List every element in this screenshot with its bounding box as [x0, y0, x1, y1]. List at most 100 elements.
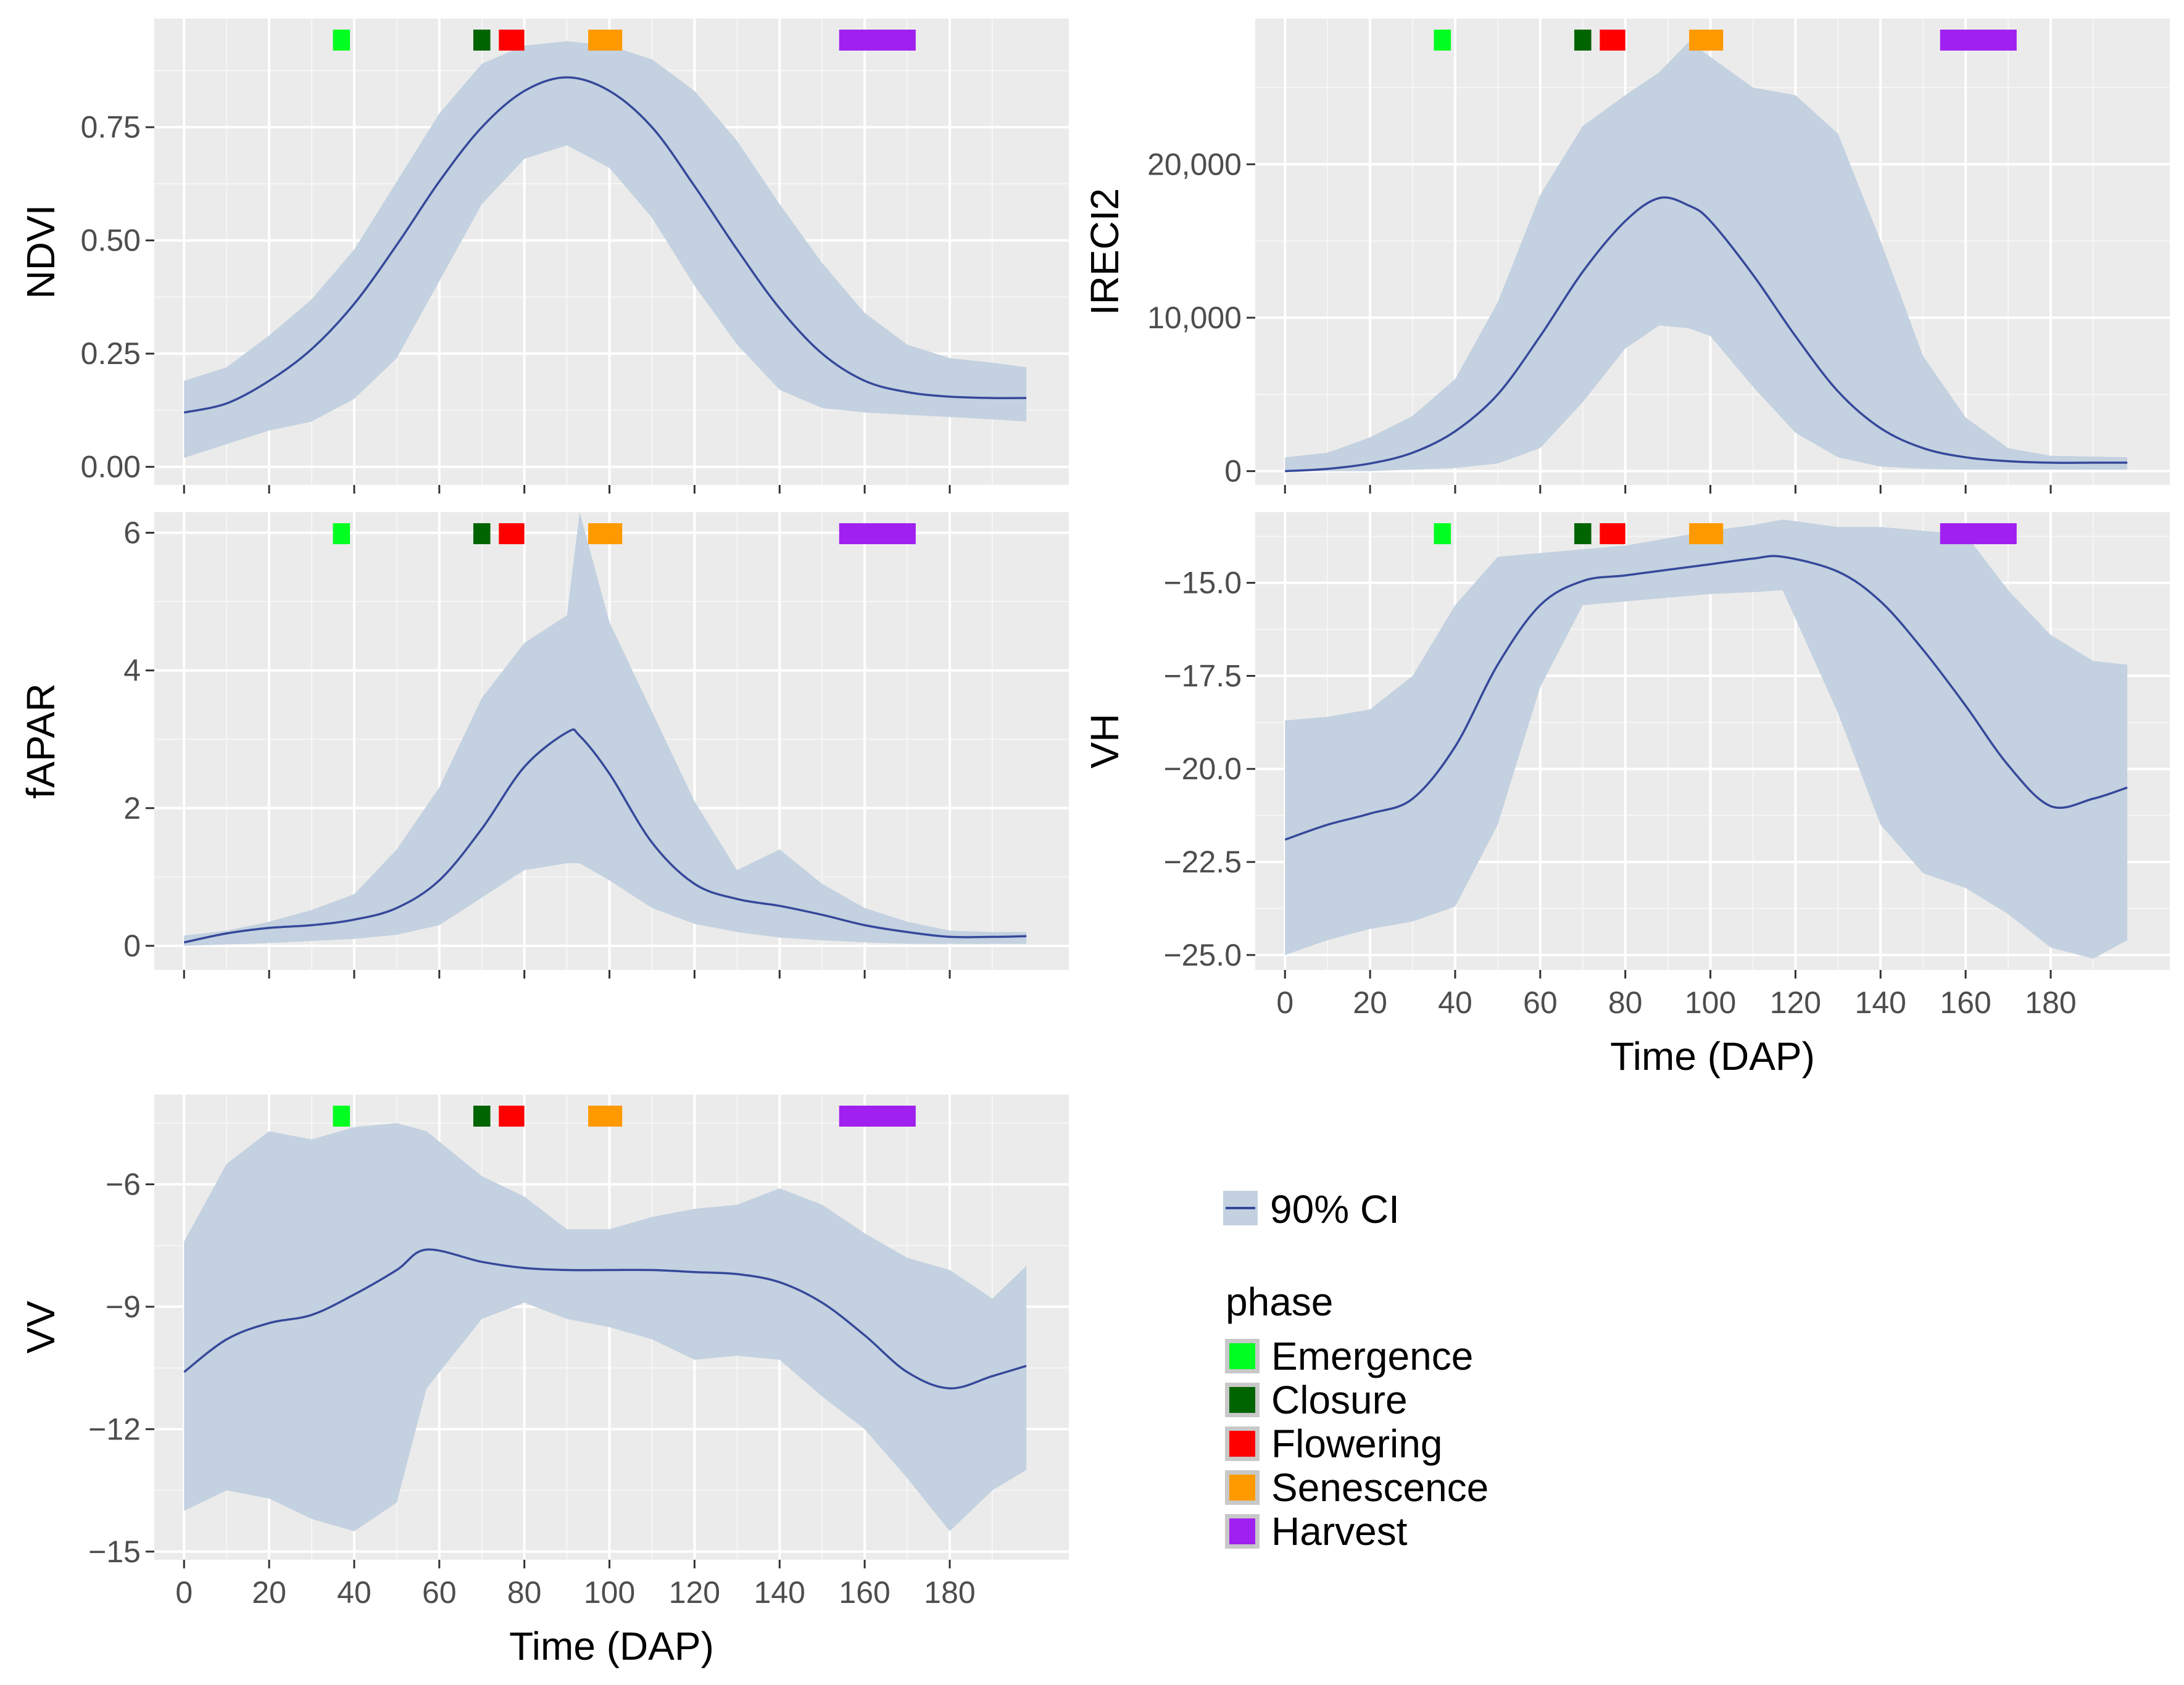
y-tick-label: −25.0	[1163, 938, 1242, 972]
phase-marker-harvest	[839, 1106, 916, 1127]
legend: 90% CI phase Emergence Closure Flowering…	[1223, 1187, 1489, 1554]
phase-marker-senescence	[1689, 30, 1724, 51]
x-tick-label: 180	[2025, 985, 2076, 1020]
phase-marker-senescence	[588, 1106, 623, 1127]
phase-marker-emergence	[333, 30, 351, 51]
phase-marker-closure	[1574, 523, 1592, 544]
y-tick-label: −22.5	[1163, 845, 1242, 879]
phase-marker-harvest	[839, 30, 916, 51]
y-axis-title: VV	[19, 1301, 63, 1354]
x-tick-label: 0	[1276, 985, 1293, 1020]
phase-marker-senescence	[588, 523, 623, 544]
legend-swatch-harvest	[1229, 1518, 1255, 1544]
x-tick-label: 120	[1770, 985, 1821, 1020]
y-axis-title: IRECI2	[1082, 188, 1127, 315]
legend-label-flowering: Flowering	[1271, 1422, 1442, 1466]
phase-marker-flowering	[499, 1106, 525, 1127]
legend-swatch-closure	[1229, 1387, 1255, 1413]
ci-ribbon-vh	[1285, 520, 2128, 959]
phase-marker-senescence	[588, 30, 623, 51]
phase-marker-flowering	[1600, 523, 1626, 544]
x-tick-label: 20	[1353, 985, 1387, 1020]
mean-line-vv	[183, 1248, 1027, 1389]
x-tick-label: 40	[1438, 985, 1472, 1020]
mean-line-ndvi	[183, 76, 1027, 414]
legend-ci-label: 90% CI	[1270, 1187, 1400, 1232]
panel-vv: −15 −12 −9 −6 0 20 40 60 80 100 120 140 160 180 Time (…	[19, 1095, 1069, 1668]
x-tick-label: 100	[1685, 985, 1736, 1020]
ci-ribbon-ireci2	[1285, 41, 2128, 471]
phase-marker-emergence	[333, 1106, 351, 1127]
y-tick-label: 6	[123, 515, 141, 550]
x-tick-label: 80	[507, 1575, 542, 1610]
x-tick-label: 140	[754, 1575, 805, 1610]
phase-marker-emergence	[333, 523, 351, 544]
y-tick-label: 0	[123, 929, 141, 963]
x-tick-label: 60	[1523, 985, 1558, 1020]
y-tick-label: 20,000	[1147, 147, 1242, 181]
x-tick-label: 20	[252, 1575, 286, 1610]
x-tick-label: 60	[422, 1575, 457, 1610]
y-tick-label: 0.00	[81, 450, 141, 484]
phase-marker-closure	[473, 523, 491, 544]
chart-panels: 0.000.250.500.75NDVI010,00020,000IRECI20…	[19, 19, 2170, 1668]
legend-swatch-emergence	[1229, 1343, 1255, 1369]
y-tick-label: −9	[106, 1290, 141, 1324]
x-tick-label: 80	[1608, 985, 1643, 1020]
mean-line-vh	[1284, 555, 2128, 841]
phase-marker-senescence	[1689, 523, 1724, 544]
y-tick-label: 0.50	[81, 223, 141, 258]
phase-marker-closure	[473, 1106, 491, 1127]
y-tick-label: −20.0	[1163, 751, 1242, 786]
panel-vh: −25.0 −22.5 −20.0 −17.5 −15.0 0 20 40 60 80 100 120…	[1082, 512, 2170, 1078]
y-tick-label: −12	[88, 1412, 141, 1446]
y-tick-label: 2	[123, 791, 141, 826]
x-tick-label: 160	[839, 1575, 890, 1610]
x-axis-title: Time (DAP)	[509, 1624, 714, 1668]
legend-label-closure: Closure	[1271, 1378, 1408, 1422]
legend-label-emergence: Emergence	[1271, 1334, 1473, 1378]
x-tick-label: 160	[1940, 985, 1991, 1020]
y-tick-label: −17.5	[1163, 658, 1242, 693]
phase-marker-harvest	[1940, 523, 2017, 544]
y-tick-label: −15.0	[1163, 566, 1242, 600]
legend-swatch-senescence	[1229, 1475, 1255, 1501]
phase-marker-flowering	[1600, 30, 1626, 51]
x-axis-title: Time (DAP)	[1610, 1034, 1815, 1078]
y-axis-title: fAPAR	[19, 683, 63, 798]
ci-ribbon-fapar	[184, 512, 1027, 946]
y-axis-title: NDVI	[19, 205, 63, 299]
x-tick-label: 140	[1855, 985, 1906, 1020]
ci-ribbon-ndvi	[184, 41, 1027, 458]
mean-line-ireci2	[1285, 196, 2128, 473]
y-tick-label: −15	[88, 1534, 141, 1569]
phase-marker-harvest	[1940, 30, 2017, 51]
phase-marker-flowering	[499, 523, 525, 544]
phase-marker-closure	[1574, 30, 1592, 51]
y-tick-label: 0.75	[81, 110, 141, 144]
phase-marker-harvest	[839, 523, 916, 544]
y-axis-title: VH	[1082, 714, 1127, 769]
x-tick-label: 100	[584, 1575, 635, 1610]
y-tick-label: 0.25	[81, 336, 141, 371]
y-tick-label: −6	[106, 1167, 141, 1202]
phase-marker-closure	[473, 30, 491, 51]
x-tick-label: 0	[175, 1575, 193, 1610]
panel-ireci2: 0 10,000 20,000 IRECI2	[1082, 19, 2170, 494]
y-tick-label: 4	[123, 653, 141, 688]
ci-ribbon-vv	[184, 1123, 1027, 1531]
y-tick-label: 10,000	[1147, 300, 1242, 335]
legend-label-harvest: Harvest	[1271, 1509, 1408, 1554]
panel-ndvi: 0.00 0.25 0.50 0.75 NDVI	[19, 19, 1069, 494]
mean-line-fapar	[183, 728, 1027, 944]
legend-label-senescence: Senescence	[1271, 1465, 1489, 1510]
phase-marker-emergence	[1434, 523, 1451, 544]
y-tick-label: 0	[1224, 454, 1242, 489]
x-tick-label: 180	[924, 1575, 975, 1610]
legend-swatch-flowering	[1229, 1431, 1255, 1457]
x-tick-label: 40	[337, 1575, 372, 1610]
phase-marker-emergence	[1434, 30, 1451, 51]
legend-phase-title: phase	[1226, 1280, 1333, 1324]
x-tick-label: 120	[669, 1575, 720, 1610]
